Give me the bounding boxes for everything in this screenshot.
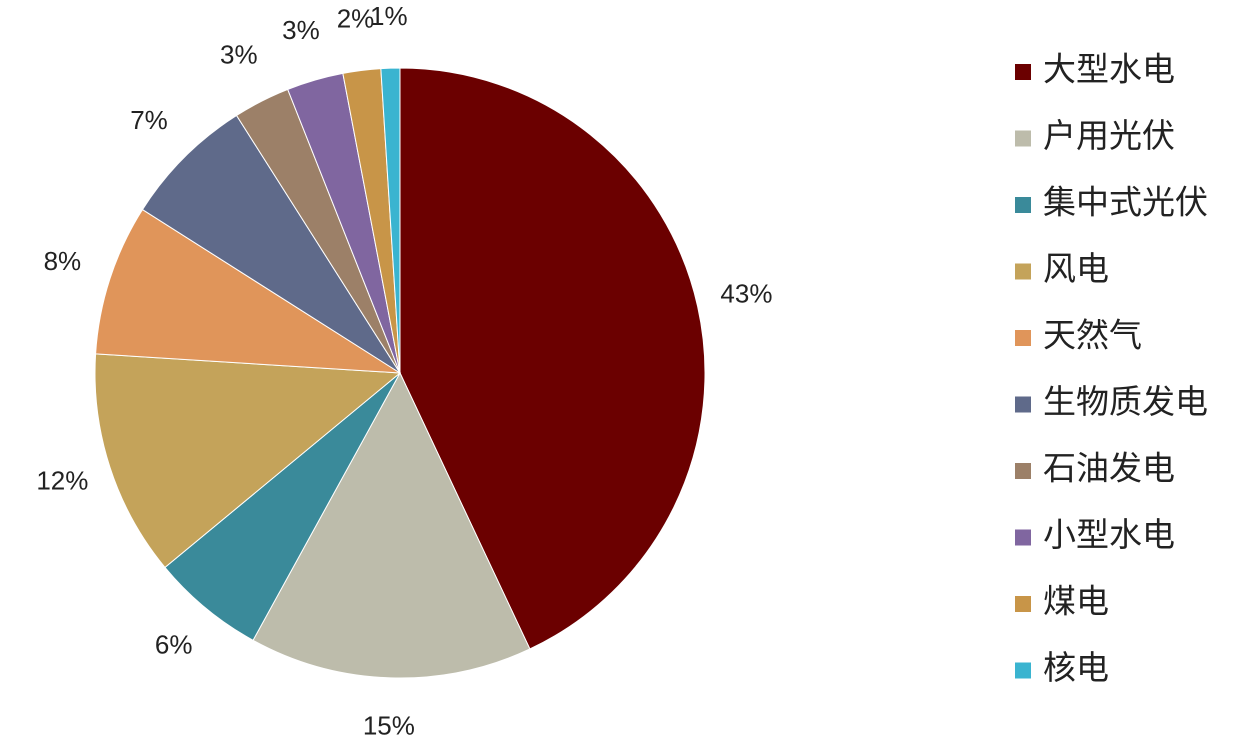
slice-label: 2% [337, 4, 375, 34]
legend-label: 户用光伏 [1043, 117, 1175, 154]
pie-slice [94, 353, 402, 569]
legend-label: 煤电 [1043, 583, 1109, 620]
slice-label: 6% [155, 629, 193, 659]
slice-label: 3% [282, 15, 320, 45]
slice-label: 7% [130, 105, 168, 135]
slice-label: 12% [36, 466, 88, 496]
slice-label: 8% [44, 246, 82, 276]
legend-label: 大型水电 [1043, 51, 1175, 88]
legend-label: 集中式光伏 [1043, 184, 1208, 221]
legend-swatch [1015, 529, 1031, 546]
slice-label: 43% [720, 278, 772, 308]
legend-label: 风电 [1043, 250, 1109, 287]
legend-swatch [1015, 197, 1031, 213]
legend-label: 石油发电 [1043, 450, 1175, 487]
slice-label: 15% [363, 711, 415, 741]
legend-swatch [1015, 130, 1031, 147]
slice-label: 1% [370, 1, 408, 31]
legend-swatch [1015, 662, 1031, 679]
pie-slice [380, 67, 401, 374]
pie-slice [252, 371, 531, 679]
slice-label: 3% [220, 40, 258, 70]
legend-label: 生物质发电 [1043, 383, 1208, 420]
pie-slice [141, 114, 401, 374]
legend-label: 小型水电 [1043, 516, 1175, 553]
legend-swatch [1015, 463, 1031, 479]
pie-slice [399, 67, 706, 650]
legend-swatch [1015, 596, 1031, 612]
legend-label: 天然气 [1043, 317, 1142, 354]
legend-swatch [1015, 396, 1031, 413]
legend-swatch [1015, 64, 1031, 80]
legend-label: 核电 [1043, 649, 1109, 686]
legend-swatch [1015, 263, 1031, 280]
pie-slice [95, 208, 401, 374]
legend-swatch [1015, 330, 1031, 346]
